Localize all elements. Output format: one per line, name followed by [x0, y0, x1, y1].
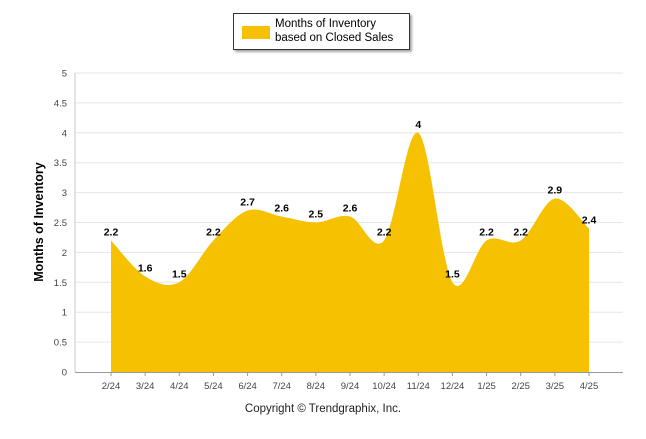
data-label: 4 — [415, 119, 421, 131]
x-tick-label: 4/24 — [170, 381, 189, 392]
x-tick-label: 2/24 — [102, 381, 121, 392]
data-label: 2.6 — [343, 203, 358, 215]
data-label: 2.6 — [274, 203, 289, 215]
y-axis-label: Months of Inventory — [32, 162, 46, 282]
x-tick-label: 1/25 — [477, 381, 496, 392]
x-tick-label: 2/25 — [511, 381, 530, 392]
data-label: 2.7 — [240, 197, 255, 209]
y-tick-label: 5 — [62, 69, 67, 80]
x-tick-label: 10/24 — [372, 381, 396, 392]
data-label: 1.5 — [172, 268, 187, 280]
x-axis-ticks: 2/24 3/24 4/24 5/24 6/24 7/24 8/24 9/24 10/24 11/… — [102, 372, 599, 392]
y-tick-label: 1.5 — [54, 278, 67, 289]
y-tick-label: 3.5 — [54, 158, 67, 169]
x-tick-label: 6/24 — [238, 381, 257, 392]
y-tick-label: 4 — [62, 128, 67, 139]
data-label: 2.5 — [309, 209, 324, 221]
y-axis-ticks: 0 0.5 1 1.5 2 2.5 3 3.5 4 4.5 5 — [54, 69, 67, 379]
x-tick-label: 11/24 — [407, 381, 430, 392]
legend-swatch — [242, 26, 270, 39]
series-area — [111, 132, 589, 372]
y-tick-label: 2 — [62, 248, 67, 259]
y-tick-label: 0.5 — [54, 338, 67, 349]
y-tick-label: 0 — [62, 368, 67, 379]
data-label: 2.2 — [377, 226, 392, 238]
axes — [74, 73, 623, 373]
data-label: 2.9 — [548, 185, 563, 197]
data-label: 1.5 — [445, 268, 460, 280]
data-label: 2.2 — [104, 226, 119, 238]
x-tick-label: 4/25 — [580, 381, 599, 392]
data-label: 2.2 — [513, 226, 528, 238]
y-tick-label: 1 — [62, 308, 67, 319]
x-tick-label: 8/24 — [307, 381, 326, 392]
area-series — [111, 132, 589, 372]
x-tick-label: 3/25 — [546, 381, 565, 392]
y-tick-label: 4.5 — [54, 98, 67, 109]
copyright-text: Copyright © Trendgraphix, Inc. — [244, 403, 402, 415]
data-labels: 2.2 1.6 1.5 2.2 2.7 2.6 2.5 2.6 2.2 4 1.5 2.2 2.2 2.9… — [104, 119, 597, 280]
data-label: 2.2 — [206, 226, 221, 238]
data-label: 2.4 — [582, 214, 597, 226]
data-label: 2.2 — [479, 226, 494, 238]
y-tick-label: 3 — [62, 188, 67, 199]
legend-label: Months of Inventory based on Closed Sale… — [275, 18, 394, 44]
data-label: 1.6 — [138, 262, 153, 274]
x-tick-label: 7/24 — [272, 381, 291, 392]
x-tick-label: 3/24 — [136, 381, 155, 392]
x-tick-label: 9/24 — [341, 381, 360, 392]
x-tick-label: 12/24 — [441, 381, 465, 392]
x-tick-label: 5/24 — [204, 381, 223, 392]
y-tick-label: 2.5 — [54, 218, 67, 229]
legend: Months of Inventory based on Closed Sale… — [233, 13, 410, 50]
